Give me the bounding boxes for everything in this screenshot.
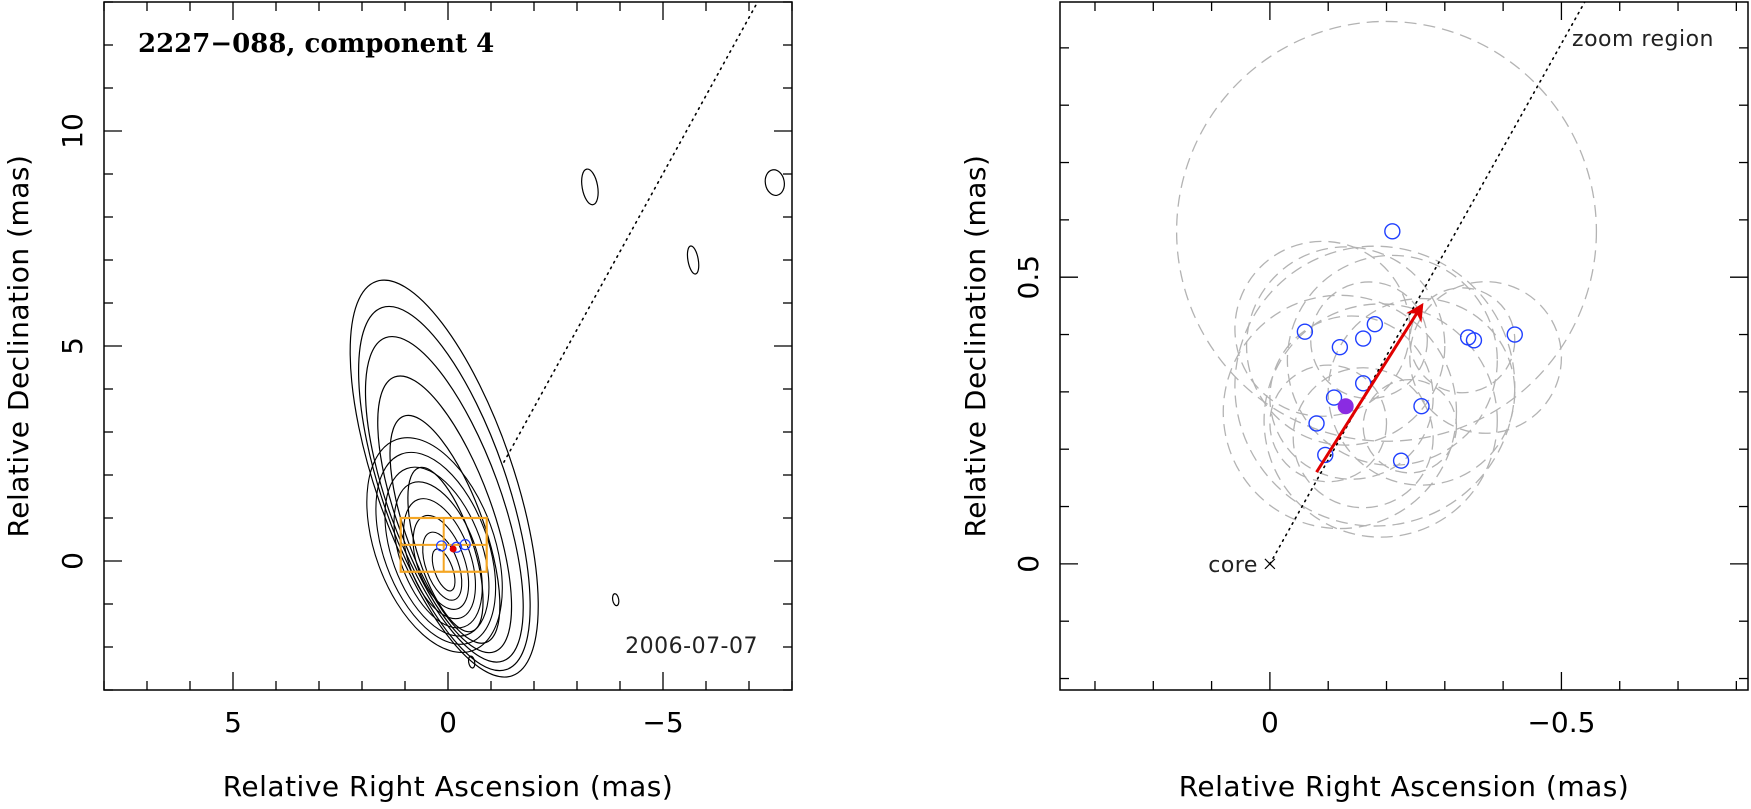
error-circle xyxy=(1269,364,1388,483)
contour-line xyxy=(384,466,490,637)
core-label: core xyxy=(1208,553,1258,578)
error-circle xyxy=(1269,315,1434,480)
epoch-label: 2006-07-07 xyxy=(625,634,758,659)
left-y-axis-title: Relative Declination (mas) xyxy=(2,155,35,538)
contour-line xyxy=(364,335,524,663)
error-circle xyxy=(1263,303,1498,538)
jet-direction-line xyxy=(1269,2,1586,565)
isolated-contour xyxy=(467,655,476,669)
error-circle xyxy=(1362,378,1458,474)
error-circle xyxy=(1310,281,1428,400)
left-panel-contour-map: 5 0 −5 0 5 10 2227−088, component 4 2006-07-0… xyxy=(2,1,793,803)
contour-line xyxy=(349,279,539,678)
right-x-axis-title: Relative Right Ascension (mas) xyxy=(1179,770,1630,803)
error-circle xyxy=(1409,287,1516,394)
right-plot-contents: core xyxy=(1175,2,1598,578)
right-panel-title: zoom region xyxy=(1572,27,1714,52)
contour-line xyxy=(389,414,501,644)
right-x-tick-label: 0 xyxy=(1261,706,1279,739)
right-axis-ticks: 0 −0.5 0 0.5 xyxy=(1012,2,1748,739)
right-panel-zoom-region: core 0 −0.5 0 0.5 zoom region Relative Righ… xyxy=(959,1,1749,803)
right-x-tick-label: −0.5 xyxy=(1527,706,1595,739)
component-marker xyxy=(1331,338,1349,356)
error-circle xyxy=(1409,281,1563,434)
component-marker xyxy=(1413,398,1430,415)
component-marker xyxy=(1465,332,1483,349)
component-marker xyxy=(1296,323,1314,340)
left-axis-ticks: 5 0 −5 0 5 10 xyxy=(56,1,793,739)
component-marker xyxy=(1392,452,1410,469)
core-cross xyxy=(1264,558,1276,570)
right-y-tick-label: 0 xyxy=(1012,555,1045,573)
error-circle xyxy=(1222,294,1458,530)
component-marker xyxy=(459,539,471,551)
contour-line xyxy=(431,548,456,592)
error-circle xyxy=(1234,245,1516,527)
component-marker xyxy=(1366,316,1384,333)
mean-position-marker xyxy=(1337,398,1354,415)
left-y-tick-label: 0 xyxy=(56,552,89,570)
left-x-tick-label: −5 xyxy=(642,706,683,739)
isolated-contour xyxy=(686,245,700,275)
contour-line xyxy=(358,305,531,672)
contour-line xyxy=(393,481,483,629)
error-circle xyxy=(1292,367,1434,509)
left-x-axis-title: Relative Right Ascension (mas) xyxy=(223,770,674,803)
right-plot-area: core xyxy=(1175,2,1598,578)
isolated-contour xyxy=(764,169,785,197)
left-panel-title: 2227−088, component 4 xyxy=(138,29,494,59)
component-marker xyxy=(435,540,448,552)
left-plot-frame xyxy=(103,1,793,691)
right-y-axis-title: Relative Declination (mas) xyxy=(959,155,992,538)
right-y-tick-label: 0.5 xyxy=(1012,255,1045,300)
error-circle xyxy=(1245,246,1446,446)
left-x-tick-label: 5 xyxy=(224,706,242,739)
left-y-tick-label: 5 xyxy=(56,337,89,355)
right-plot-frame xyxy=(1059,1,1749,691)
jet-direction-line xyxy=(503,2,759,463)
left-y-tick-label: 10 xyxy=(56,113,89,149)
component-marker xyxy=(1354,330,1372,347)
component-marker xyxy=(1506,326,1523,343)
error-circle xyxy=(1286,254,1498,466)
motion-vector-arrow xyxy=(1315,302,1424,473)
error-circle xyxy=(1327,297,1516,486)
left-plot-contents xyxy=(349,2,785,678)
component-marker xyxy=(1317,446,1334,464)
component-marker xyxy=(1354,375,1372,392)
contour-line xyxy=(366,437,503,653)
contour-line xyxy=(407,466,484,633)
error-circle xyxy=(1234,240,1411,417)
component-highlight-marker xyxy=(449,545,457,553)
contour-line xyxy=(412,514,470,610)
isolated-contour xyxy=(611,593,620,607)
error-circle xyxy=(1175,20,1598,442)
component-marker xyxy=(1308,415,1325,432)
component-marker xyxy=(1325,389,1343,406)
left-plot-area xyxy=(349,2,785,678)
left-x-tick-label: 0 xyxy=(439,706,457,739)
component-marker xyxy=(1384,223,1401,240)
contour-line xyxy=(375,451,497,645)
isolated-contour xyxy=(581,168,599,206)
